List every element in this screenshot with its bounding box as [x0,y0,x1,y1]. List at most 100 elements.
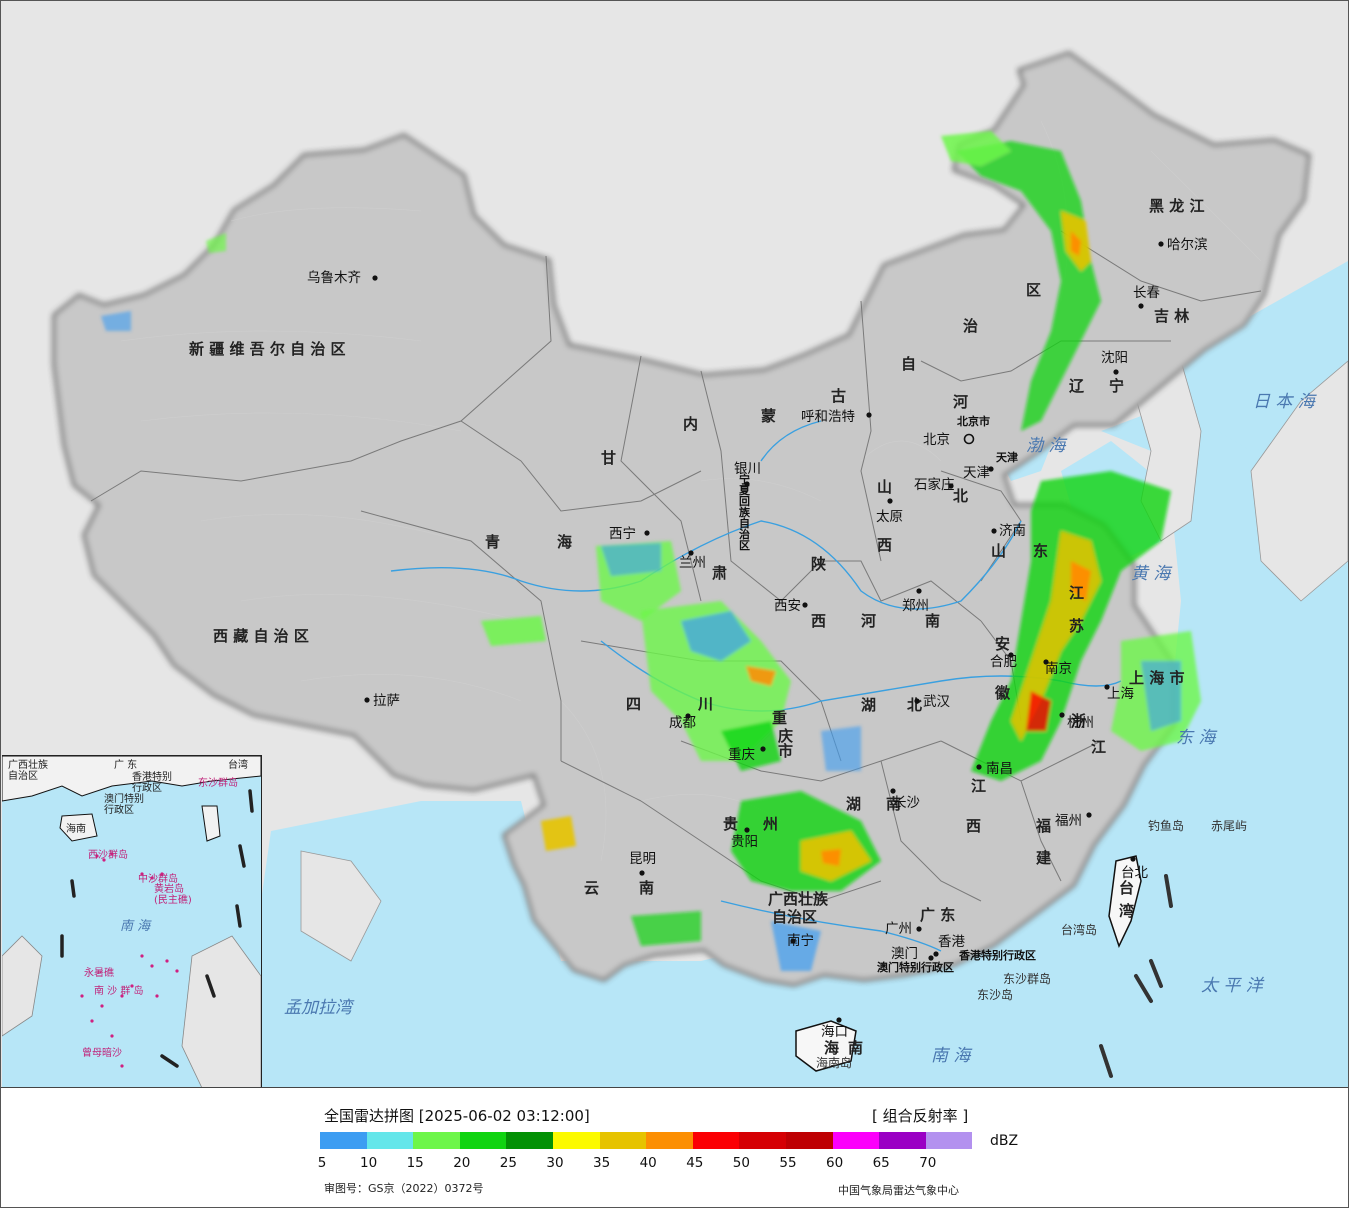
city-marker-nanjing [1043,659,1049,665]
city-marker-nanchang [976,764,982,770]
sea-label-east-sea: 东 海 [1176,728,1218,748]
province-label-anhui-2: 徽 [994,684,1011,702]
province-label-shanghai: 上 海 市 [1129,669,1184,687]
colorbar-tick-40: 40 [639,1155,657,1171]
agency-credit: 中国气象局雷达气象中心 [838,1184,959,1197]
city-label-urumqi: 乌鲁木齐 [307,270,361,286]
island-label-dongsha: 东沙群岛 [1003,971,1051,986]
city-label-guangzhou: 广州 [885,921,912,937]
sea-label-pacific: 太 平 洋 [1201,976,1265,996]
province-label-nmg-4: 自 [901,355,916,373]
sea-label-sea-japan: 日 本 海 [1253,392,1318,412]
sea-label-bengal: 孟加拉湾 [284,998,355,1018]
city-marker-shenyang [1113,369,1119,375]
city-marker-taiyuan [887,498,893,504]
colorbar-tick-30: 30 [546,1155,564,1171]
province-label-jiangxi-2: 西 [966,817,981,835]
province-label-guangxi-1: 广西壮族 [768,890,829,908]
city-marker-beijing [963,433,975,445]
province-label-jilin: 吉 林 [1154,307,1190,325]
city-marker-yinchuan [744,481,750,487]
province-label-ningxia: 宁夏回族自治区 [739,472,751,552]
province-label-liaoning-1: 辽 [1069,377,1084,395]
colorbar-cell-65 [879,1132,926,1149]
city-marker-macau-city [928,955,934,961]
city-label-lhasa: 拉萨 [373,693,400,709]
colorbar-tick-55: 55 [779,1155,797,1171]
colorbar-cell-5 [320,1132,367,1149]
city-marker-lhasa [364,697,370,703]
radar-echoes [101,131,1201,971]
city-label-lanzhou: 兰州 [679,555,706,571]
island-label-chiwei: 赤尾屿 [1211,819,1247,833]
colorbar-cell-45 [692,1132,740,1149]
colorbar-tick-35: 35 [593,1155,611,1171]
province-label-chongqing-2: 庆 [778,727,793,745]
city-marker-changsha [890,788,896,794]
city-label-taipei: 台北 [1121,865,1149,881]
city-label-hefei: 合肥 [990,654,1017,670]
city-label-hangzhou: 杭州 [1067,715,1094,731]
city-label-nanning: 南宁 [787,932,814,949]
province-label-chongqing-1: 重 [772,709,787,727]
province-label-hubei-1: 湖 [861,696,876,714]
colorbar-cell-55 [785,1132,833,1149]
city-label-shanghai-city: 上海 [1107,686,1134,702]
province-label-yunnan-2: 南 [639,879,654,897]
province-label-nmg-6: 区 [1026,281,1041,299]
city-marker-fuzhou [1086,812,1092,818]
city-marker-wuhan [914,698,920,704]
city-label-tianjin-city: 天津 [963,465,990,481]
province-label-henan-1: 河 [861,612,876,630]
colorbar-tick-70: 70 [919,1155,937,1171]
province-label-taiwan-2: 湾 [1119,902,1134,920]
island-label-hainan-island: 海南岛 [816,1055,852,1070]
colorbar-tick-50: 50 [732,1155,750,1171]
city-marker-guangzhou [916,926,922,932]
city-label-wuhan: 武汉 [923,694,951,710]
city-label-xian: 西安 [774,598,801,614]
city-marker-shijiazhuang [948,483,954,489]
colorbar-tick-60: 60 [826,1155,844,1171]
colorbar-tick-5: 5 [317,1155,327,1171]
city-marker-nanning [790,938,796,944]
province-label-liaoning-2: 宁 [1109,377,1124,395]
south-china-sea-inset: 广西壮族自治区 广 东香港特别行政区 澳门特别行政区 台湾 海南 东沙群岛 西沙群岛 中沙群岛… [1,755,262,1087]
province-label-macau: 澳门特别行政区 [877,960,954,974]
city-marker-zhengzhou [916,588,922,594]
province-label-anhui-1: 安 [995,635,1010,653]
province-label-taiwan-1: 台 [1119,879,1134,897]
inset-southsea: 南 海 [120,919,152,934]
island-label-dongsha-2: 东沙岛 [977,987,1013,1002]
city-label-shenyang: 沈阳 [1101,350,1128,366]
province-label-sichuan-2: 川 [697,695,713,713]
province-label-guangxi-2: 自治区 [772,908,817,926]
province-label-shandong-2: 东 [1033,542,1048,560]
province-label-tianjin: 天津 [996,450,1018,464]
city-marker-hohhot [866,412,872,418]
province-label-hebei-1: 河 [953,393,968,411]
city-label-chongqing-city: 重庆 [728,747,755,763]
city-marker-haikou [836,1017,842,1023]
inset-zhongsha: 中沙群岛 [138,872,178,885]
colorbar-cell-10 [366,1132,414,1149]
province-label-qinghai-1: 青 [485,533,500,551]
city-label-beijing: 北京 [923,432,950,448]
province-label-xinjiang: 新 疆 维 吾 尔 自 治 区 [189,340,346,358]
colorbar-cell-40 [646,1132,693,1149]
province-label-jiangxi-1: 江 [971,777,986,795]
province-label-gansu-1: 甘 [601,449,616,467]
province-label-henan-2: 南 [925,612,940,630]
inset-taiwan: 台湾 [228,758,248,771]
province-label-qinghai-2: 海 [557,533,572,551]
legend-title: 全国雷达拼图 [2025-06-02 03:12:00] [324,1107,590,1125]
city-label-changsha: 长沙 [893,795,920,811]
province-label-fujian-1: 福 [1035,817,1051,835]
sea-label-south-sea: 南 海 [931,1046,973,1066]
radar-map-panel: 新 疆 维 吾 尔 自 治 区西 藏 自 治 区青海甘肃内蒙古自治区黑 龙 江吉… [1,1,1348,1088]
province-label-chongqing-3: 市 [778,742,793,760]
colorbar-cell-70 [925,1132,973,1149]
province-label-hebei-2: 北 [953,487,968,505]
province-label-yunnan-1: 云 [584,879,599,897]
